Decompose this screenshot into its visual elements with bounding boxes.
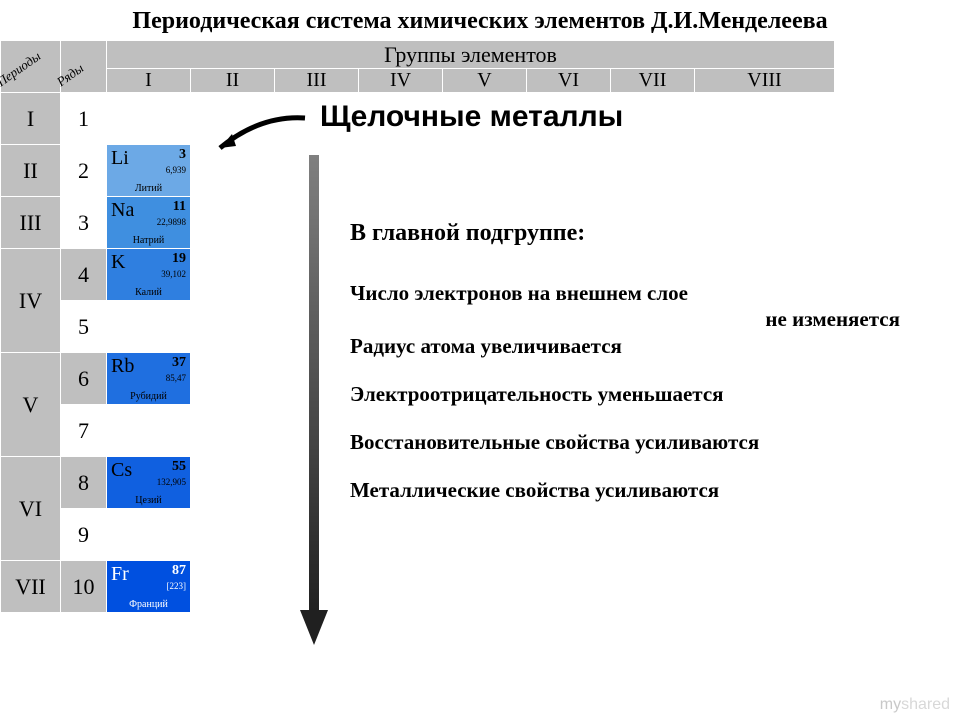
- row-10: 10: [61, 561, 107, 613]
- properties-list: Число электронов на внешнем слое не изме…: [350, 280, 910, 526]
- row-1: 1: [61, 93, 107, 145]
- period-I: I: [1, 93, 61, 145]
- groups-header: Группы элементов: [107, 41, 835, 69]
- group-VIII: VIII: [695, 69, 835, 93]
- element-Cs: Cs 55 132,905 Цезий: [107, 457, 191, 509]
- line-electrons-change: не изменяется: [350, 306, 910, 332]
- line-electronegativity: Электроотрицательность уменьшается: [350, 381, 910, 407]
- page-title: Периодическая система химических элемент…: [0, 0, 960, 39]
- period-IV: IV: [1, 249, 61, 353]
- line-electrons: Число электронов на внешнем слое: [350, 281, 688, 305]
- row-3: 3: [61, 197, 107, 249]
- arrow-to-column-icon: [210, 110, 310, 160]
- row-8: 8: [61, 457, 107, 509]
- watermark: myshared: [880, 696, 950, 714]
- row-6: 6: [61, 353, 107, 405]
- arrow-down-icon: [300, 155, 328, 645]
- alkali-metals-heading: Щелочные металлы: [320, 100, 623, 134]
- group-VII: VII: [611, 69, 695, 93]
- rows-header: Ряды: [61, 41, 107, 93]
- period-VI: VI: [1, 457, 61, 561]
- line-reducing: Восстановительные свойства усиливаются: [350, 429, 910, 455]
- row-7: 7: [61, 405, 107, 457]
- period-II: II: [1, 145, 61, 197]
- group-VI: VI: [527, 69, 611, 93]
- periods-header: Периоды: [1, 41, 61, 93]
- group-IV: IV: [359, 69, 443, 93]
- period-III: III: [1, 197, 61, 249]
- group-V: V: [443, 69, 527, 93]
- element-Rb: Rb 37 85,47 Рубидий: [107, 353, 191, 405]
- line-metallic: Металлические свойства усиливаются: [350, 477, 910, 503]
- row-4: 4: [61, 249, 107, 301]
- row-2: 2: [61, 145, 107, 197]
- group-III: III: [275, 69, 359, 93]
- group-I: I: [107, 69, 191, 93]
- element-Na: Na 11 22,9898 Натрий: [107, 197, 191, 249]
- row-9: 9: [61, 509, 107, 561]
- line-radius: Радиус атома увеличивается: [350, 334, 622, 358]
- group-II: II: [191, 69, 275, 93]
- element-K: K 19 39,102 Калий: [107, 249, 191, 301]
- element-Li: Li 3 6,939 Литий: [107, 145, 191, 197]
- period-V: V: [1, 353, 61, 457]
- element-Fr: Fr 87 [223] Франций: [107, 561, 191, 613]
- subgroup-heading: В главной подгруппе:: [350, 220, 585, 247]
- period-VII: VII: [1, 561, 61, 613]
- row-5: 5: [61, 301, 107, 353]
